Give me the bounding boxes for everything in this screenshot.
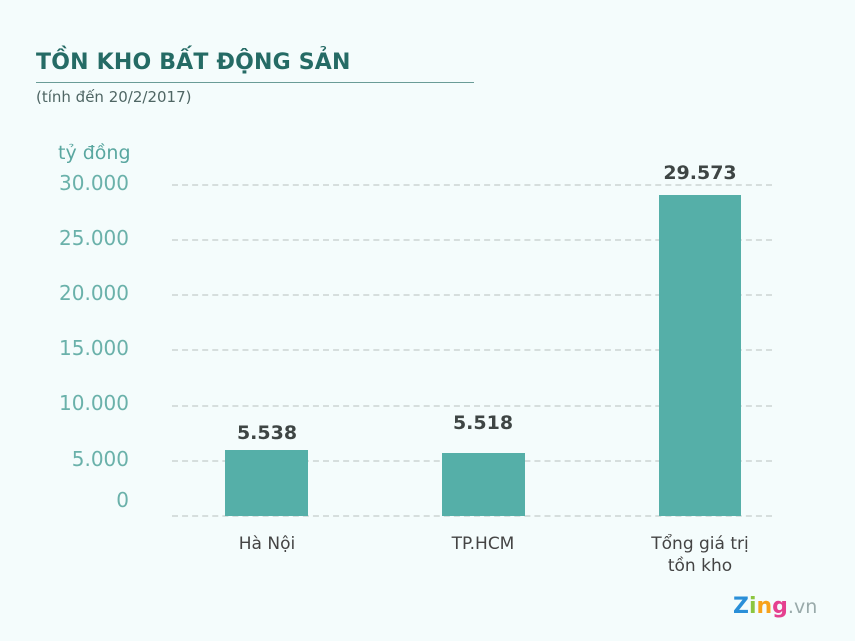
gridline-baseline [172,515,772,517]
gridline [172,294,772,296]
category-label-line: TP.HCM [451,534,515,554]
logo-letter: n [756,594,773,619]
y-tick-10000: 10.000 [59,391,129,415]
y-axis-unit: tỷ đồng [58,142,131,164]
bar-value-label: 5.538 [236,422,298,444]
logo-letter: i [748,594,757,619]
bar-tong-gia-tri [659,195,741,516]
category-label-line: tồn kho [667,556,733,576]
zing-logo: Zing.vn [733,594,817,619]
y-tick-15000: 15.000 [59,336,129,360]
y-tick-25000: 25.000 [59,226,129,250]
y-tick-30000: 30.000 [59,171,129,195]
y-tick-20000: 20.000 [59,281,129,305]
bar-value-label: 5.518 [452,412,514,434]
gridline [172,349,772,351]
y-tick-0: 0 [116,488,129,512]
gridline [172,184,772,186]
logo-letter: g [772,594,788,619]
bar-value-label: 29.573 [663,162,737,184]
category-label: Tổng giá trị tồn kho [620,533,780,577]
logo-letter: Z [733,594,749,619]
bar-ha-noi [225,450,308,516]
y-tick-5000: 5.000 [71,447,129,471]
category-label: TP.HCM [403,533,563,555]
gridline [172,239,772,241]
logo-suffix: .vn [787,596,818,618]
bar-tp-hcm [442,453,525,516]
category-label-line: Tổng giá trị [651,534,749,554]
chart-subtitle: (tính đến 20/2/2017) [36,88,192,106]
chart-title: TỒN KHO BẤT ĐỘNG SẢN [36,50,351,75]
gridline [172,405,772,407]
category-label: Hà Nội [187,533,347,555]
title-divider [36,82,474,83]
category-label-line: Hà Nội [238,534,296,554]
